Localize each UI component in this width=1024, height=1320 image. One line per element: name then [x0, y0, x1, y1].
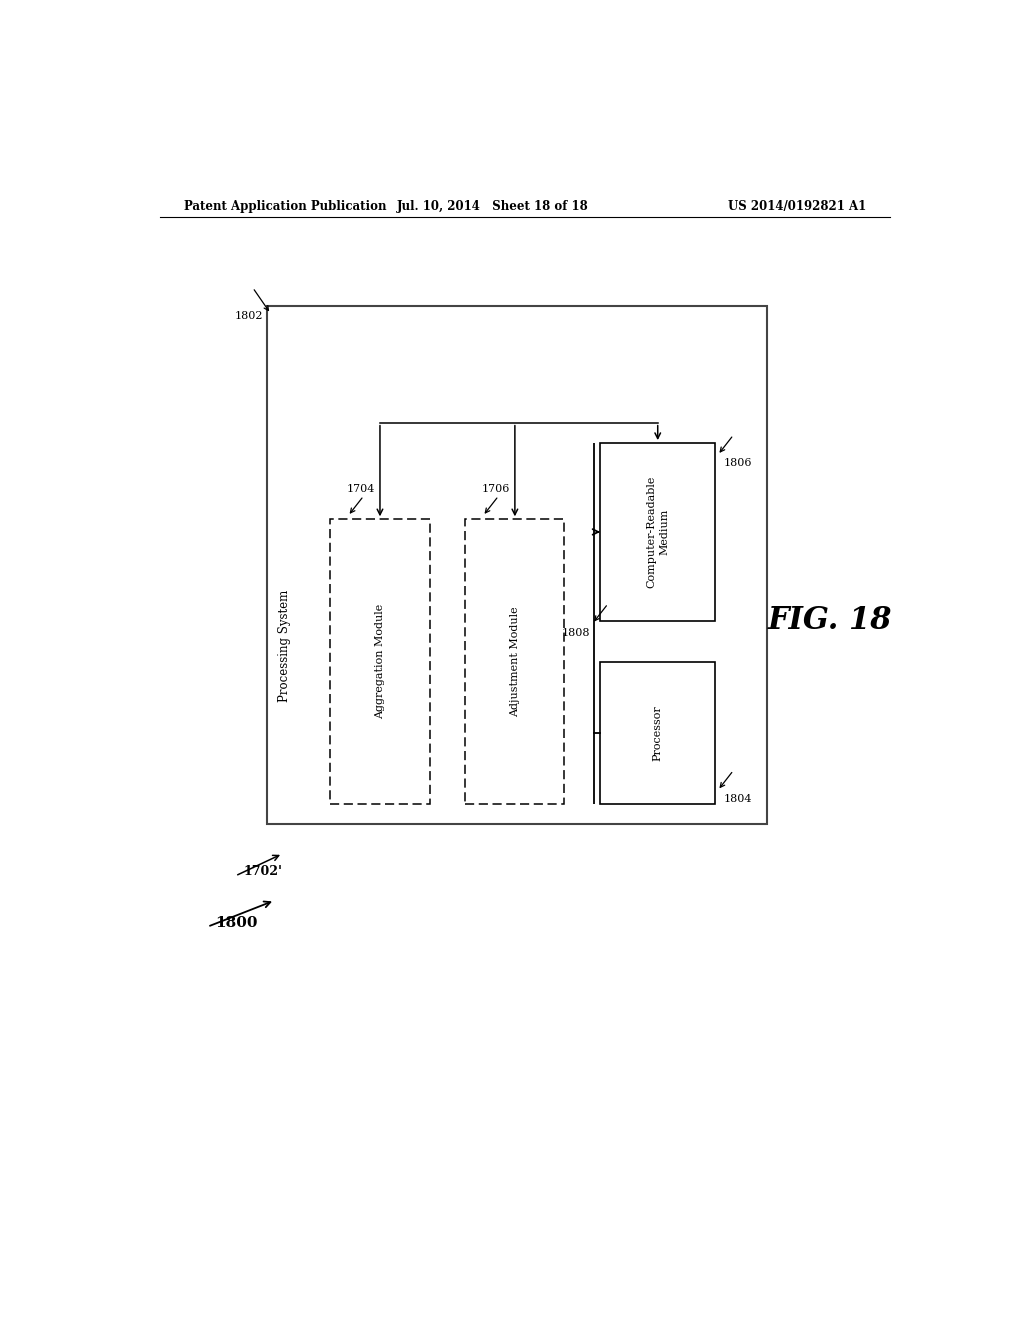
Text: Computer-Readable
Medium: Computer-Readable Medium	[646, 475, 670, 589]
Text: 1702': 1702'	[243, 866, 282, 878]
Text: FIG. 18: FIG. 18	[768, 606, 893, 636]
Bar	[600, 444, 715, 620]
Bar	[331, 519, 430, 804]
Text: US 2014/0192821 A1: US 2014/0192821 A1	[728, 199, 866, 213]
Text: Adjustment Module: Adjustment Module	[510, 606, 520, 717]
Text: Processor: Processor	[652, 705, 663, 760]
Text: 1806: 1806	[723, 458, 752, 469]
Bar	[267, 306, 767, 824]
Text: 1704: 1704	[346, 484, 375, 494]
Text: Aggregation Module: Aggregation Module	[375, 603, 385, 719]
Text: 1804: 1804	[723, 793, 752, 804]
Text: Patent Application Publication: Patent Application Publication	[183, 199, 386, 213]
Text: Processing System: Processing System	[278, 590, 291, 702]
Text: Jul. 10, 2014   Sheet 18 of 18: Jul. 10, 2014 Sheet 18 of 18	[397, 199, 589, 213]
Text: 1706: 1706	[481, 484, 510, 494]
Text: 1808: 1808	[561, 628, 590, 638]
Bar	[465, 519, 564, 804]
Text: 1802: 1802	[236, 312, 263, 321]
Bar	[600, 661, 715, 804]
Text: 1800: 1800	[215, 916, 258, 929]
